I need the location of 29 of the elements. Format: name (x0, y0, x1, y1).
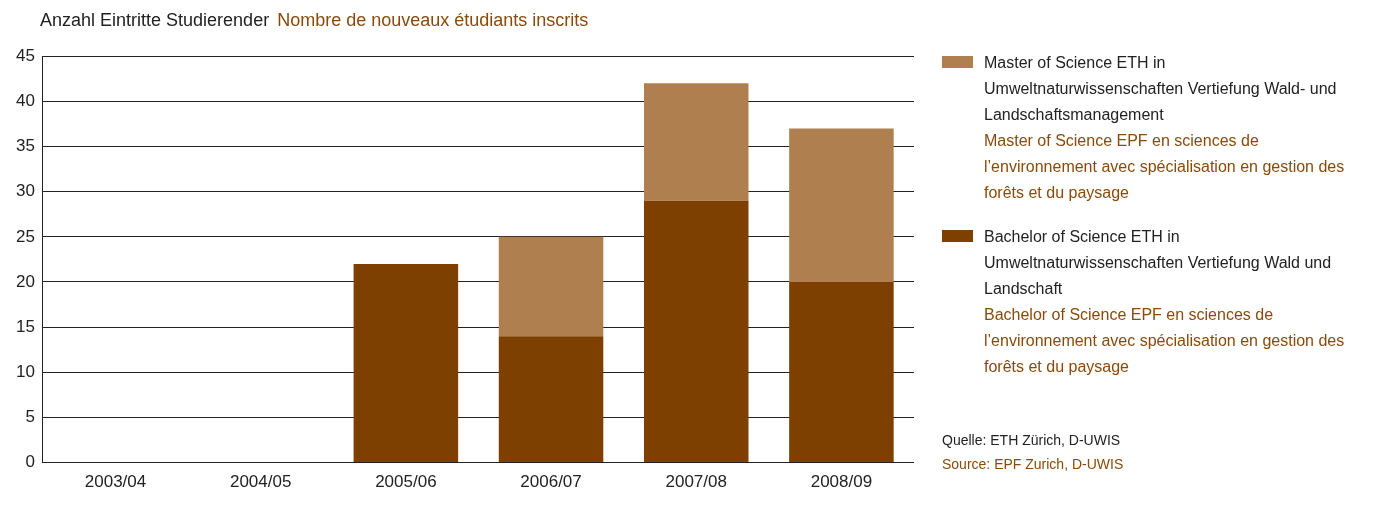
bar (643, 200, 749, 463)
y-tick-label: 45 (15, 45, 35, 65)
y-tick-label: 10 (15, 361, 35, 381)
source-note: Quelle: ETH Zürich, D-UWIS (942, 431, 1122, 450)
chart-title: Anzahl Eintritte Studierender (40, 10, 270, 30)
y-tick-label: 0 (25, 452, 35, 472)
source-note: Source: EPF Zurich, D-UWIS (942, 455, 1124, 474)
bar (353, 263, 459, 463)
bar (498, 236, 604, 337)
y-tick-label: 30 (15, 181, 35, 201)
chart-subtitle: Nombre de nouveaux étudiants inscrits (277, 10, 589, 30)
y-tick-label: 25 (15, 226, 35, 246)
x-tick-label: 2003/04 (84, 472, 147, 492)
legend-label: Bachelor of Science ETH in Umweltnaturwissenschaften Vertiefung Wald und Landschaft Bachelor of Science EPF en sciences de l’environnement avec spécialisation en gestion des forêts et du paysage (984, 227, 1346, 377)
y-tick-label: 35 (15, 136, 35, 156)
bar (498, 336, 604, 463)
y-tick-label: 15 (15, 316, 35, 336)
y-tick-label: 40 (15, 91, 35, 111)
x-tick-label: 2005/06 (375, 472, 437, 492)
x-tick-label: 2008/09 (810, 472, 873, 492)
y-tick-label: 5 (25, 407, 35, 427)
x-tick-label: 2004/05 (229, 472, 292, 492)
x-tick-label: 2007/08 (665, 472, 727, 492)
legend-label: Master of Science ETH in Umweltnaturwissenschaften Vertiefung Wald- und Landschaftsmanagement Master of Science EPF en sciences de l’environnement avec spécialisation en gestion des forêts et du paysage (984, 53, 1346, 203)
bar (789, 281, 894, 463)
bar (643, 83, 749, 201)
y-tick-label: 20 (15, 271, 35, 291)
bar (789, 128, 894, 282)
x-tick-label: 2006/07 (520, 472, 582, 492)
